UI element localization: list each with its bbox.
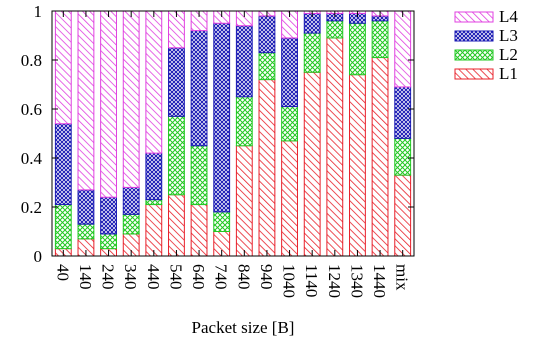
bar-segment-l1 [190,204,208,257]
x-tick-label: mix [393,264,412,291]
bar-segment-l2 [235,96,253,147]
x-tick-label: 1240 [325,264,344,298]
x-tick-label: 1340 [347,264,366,298]
y-tick-label: 0.6 [21,100,42,119]
x-tick-label: 640 [189,264,208,290]
bar-segment-l2 [303,32,321,73]
bar-segment-l2 [168,115,185,196]
legend-swatch-l4 [454,11,494,23]
bar-segment-l1 [258,79,276,257]
bar-segment-l2 [54,204,72,250]
legend-label-l2: L2 [499,45,518,64]
x-tick-label: 440 [144,264,163,290]
legend-label-l4: L4 [499,7,518,26]
bar-segment-l2 [122,213,140,235]
bar-segment-l3 [145,152,163,201]
legend-label-l1: L1 [499,64,518,83]
bar-segment-l1 [371,57,389,257]
bar-segment-l2 [371,20,389,59]
bar-segment-l2 [281,106,298,142]
bar-segment-l1 [303,71,321,257]
bar-segment-l4 [394,10,412,88]
bar-segment-l1 [145,204,163,257]
bar-segment-l3 [394,86,412,139]
bar-segment-l2 [145,199,163,206]
bar-segment-l2 [258,52,276,81]
y-tick-label: 0 [34,247,43,266]
bar-segment-l4 [100,10,117,198]
x-tick-label: 1040 [280,264,299,298]
x-tick-label: 140 [76,264,95,290]
bar-segment-l3 [258,15,276,54]
bar-segment-l3 [190,30,208,147]
bar-segment-l1 [235,145,253,257]
bar-segment-l3 [281,37,298,108]
x-tick-label: 1440 [370,264,389,298]
x-tick-label: 840 [234,264,253,290]
x-tick-label: 340 [121,264,140,290]
bar-segment-l1 [349,74,366,257]
y-tick-label: 1 [34,2,43,21]
bar-segment-l4 [122,10,140,188]
x-tick-label: 740 [212,264,231,290]
legend-swatch-l3 [454,30,494,42]
x-tick-label: 940 [257,264,276,290]
bar-segment-l4 [54,10,72,125]
bar-segment-l2 [326,20,344,39]
x-axis-title: Packet size [B] [192,318,295,337]
bar-segment-l3 [235,25,253,98]
bar-segment-l2 [100,233,117,250]
bar-segment-l2 [213,211,231,232]
plot-frame [51,10,415,257]
bar-segment-l2 [190,145,208,206]
bar-segment-l4 [77,10,95,191]
bar-segment-l3 [122,186,140,215]
bar-segment-l3 [100,196,117,235]
bar-segment-l1 [326,37,344,257]
bar-segment-l2 [394,137,412,176]
bar-segment-l2 [77,223,95,240]
y-tick-label: 0.8 [21,51,42,70]
x-tick-label: 240 [99,264,118,290]
bar-segment-l1 [281,140,298,257]
bar-segment-l3 [168,47,185,117]
bars-layer [54,10,412,257]
bar-segment-l1 [394,174,412,257]
y-tick-label: 0.2 [21,198,42,217]
bar-segment-l3 [54,123,72,206]
legend-swatch-l2 [454,49,494,61]
x-tick-label: 540 [166,264,185,290]
y-tick-label: 0.4 [21,149,43,168]
bar-segment-l2 [349,22,366,76]
legend-label-l3: L3 [499,26,518,45]
legend-swatch-l1 [454,68,494,80]
bar-segment-l4 [145,10,163,154]
bar-segment-l3 [213,22,231,213]
bar-segment-l1 [168,194,185,257]
x-tick-label: 40 [53,264,72,281]
x-tick-label: 1140 [302,264,321,297]
bar-segment-l3 [77,189,95,225]
